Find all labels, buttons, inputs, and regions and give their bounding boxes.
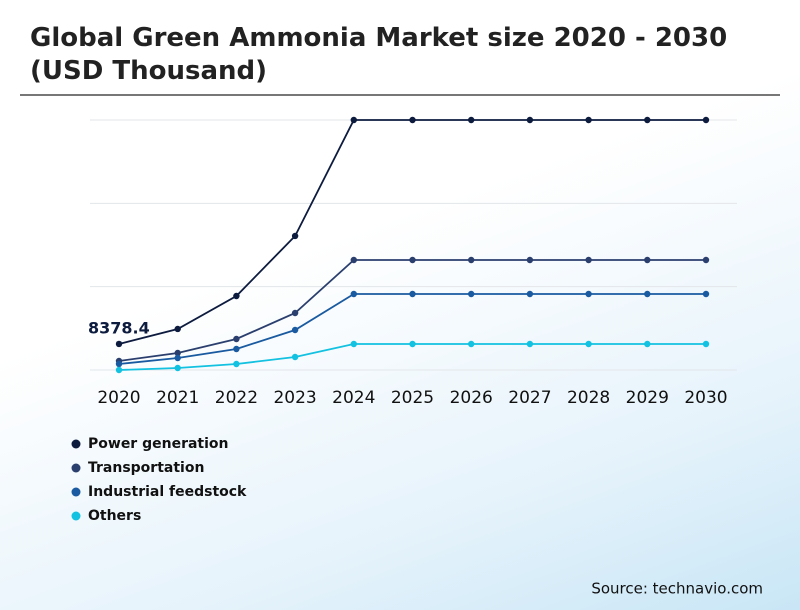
data-point [585,340,592,348]
data-point [702,290,710,298]
data-point [585,256,592,264]
x-tick-label: 2024 [332,388,375,408]
data-point [409,340,416,348]
data-point [526,116,534,124]
data-point [350,256,357,264]
legend-marker [71,463,81,473]
legend-label: Transportation [88,460,204,476]
data-point [468,340,475,348]
data-point [174,354,181,362]
data-point [526,340,534,348]
data-point [174,349,181,357]
data-point [585,290,592,298]
data-point [174,325,181,333]
series-line [118,293,706,365]
data-point [115,340,123,348]
data-point [409,290,416,298]
data-point [233,345,240,353]
title-rule [20,94,780,96]
data-point [468,290,475,298]
data-point [702,340,710,348]
data-point [115,366,123,374]
x-tick-label: 2025 [391,388,434,408]
data-point [233,360,240,368]
x-tick-label: 2029 [626,388,669,408]
data-point [526,290,534,298]
data-point [291,232,299,240]
chart-title: Global Green Ammonia Market size 2020 - … [30,23,728,86]
x-tick-label: 2026 [450,388,493,408]
legend-label: Power generation [88,436,229,452]
x-tick-label: 2028 [567,388,610,408]
data-point [291,309,299,317]
data-point [350,290,357,298]
data-point [233,335,240,343]
legend-marker [71,487,81,497]
data-point [644,256,651,264]
series-line [118,119,706,345]
data-point [350,116,357,124]
data-point [644,340,651,348]
legend-marker [71,511,81,521]
data-point [174,364,181,372]
x-tick-label: 2030 [684,388,727,408]
data-point [468,256,475,264]
x-tick-label: 2020 [97,388,140,408]
series-line [118,343,706,371]
source: Source: technavio.com [591,580,763,598]
data-point [702,116,710,124]
data-point [526,256,534,264]
legend-label: Industrial feedstock [88,484,247,500]
data-point [644,116,651,124]
data-point [409,256,416,264]
data-point [468,116,475,124]
data-point [115,360,123,368]
data-point [644,290,651,298]
data-point [291,326,299,334]
x-tick-label: 2027 [508,388,551,408]
data-point [409,116,416,124]
x-tick-label: 2023 [273,388,316,408]
data-point [291,353,299,361]
data-point [350,340,357,348]
data-label: 8378.4 [88,318,150,337]
data-point [585,116,592,124]
legend-marker [71,439,81,449]
data-point [702,256,710,264]
legend-label: Others [88,508,141,524]
x-tick-label: 2021 [156,388,199,408]
data-point [233,292,240,300]
x-tick-label: 2022 [215,388,258,408]
